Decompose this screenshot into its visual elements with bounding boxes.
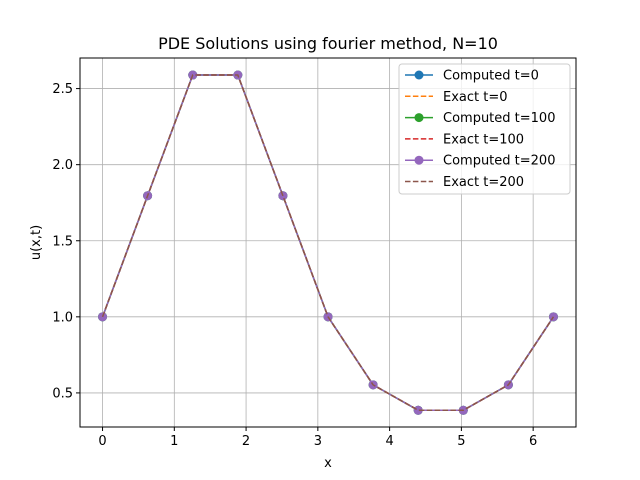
y-tick-label: 1.5 bbox=[52, 234, 73, 249]
x-tick-label: 0 bbox=[98, 434, 106, 449]
axis-ticks: 0 1 2 3 4 5 6 0.5 1.0 1.5 2.0 2.5 bbox=[52, 82, 537, 449]
legend-entry-label: Exact t=100 bbox=[443, 132, 524, 147]
x-tick-label: 2 bbox=[242, 434, 250, 449]
data-point-marker bbox=[413, 405, 423, 415]
series-lines bbox=[98, 70, 558, 415]
plot-frame bbox=[79, 57, 577, 428]
x-tick-label: 1 bbox=[170, 434, 178, 449]
legend-swatch-marker bbox=[414, 113, 424, 123]
legend-entry-label: Exact t=0 bbox=[443, 90, 508, 105]
x-tick-label: 4 bbox=[385, 434, 393, 449]
x-tick-label: 3 bbox=[314, 434, 322, 449]
legend-entry-label: Computed t=0 bbox=[443, 69, 539, 84]
legend-entry-label: Computed t=200 bbox=[443, 154, 555, 169]
legend: Computed t=0 Exact t=0 Computed t=100 Exact… bbox=[398, 63, 571, 195]
y-axis-label: u(x,t) bbox=[29, 225, 44, 260]
series-line-5 bbox=[101, 74, 555, 412]
y-tick-label: 2.0 bbox=[52, 158, 73, 173]
y-tick-label: 1.0 bbox=[52, 310, 73, 325]
x-tick-label: 6 bbox=[529, 434, 537, 449]
x-tick-label: 5 bbox=[457, 434, 465, 449]
y-tick-label: 2.5 bbox=[52, 82, 73, 97]
y-tick-label: 0.5 bbox=[52, 386, 73, 401]
x-axis-label: x bbox=[324, 456, 332, 471]
legend-entry-label: Exact t=200 bbox=[443, 175, 524, 190]
legend-swatch-marker bbox=[414, 155, 424, 165]
chart-title: PDE Solutions using fourier method, N=10 bbox=[158, 34, 498, 53]
legend-entry-label: Computed t=100 bbox=[443, 111, 555, 126]
legend-box bbox=[398, 63, 571, 195]
legend-swatch-marker bbox=[414, 70, 424, 80]
